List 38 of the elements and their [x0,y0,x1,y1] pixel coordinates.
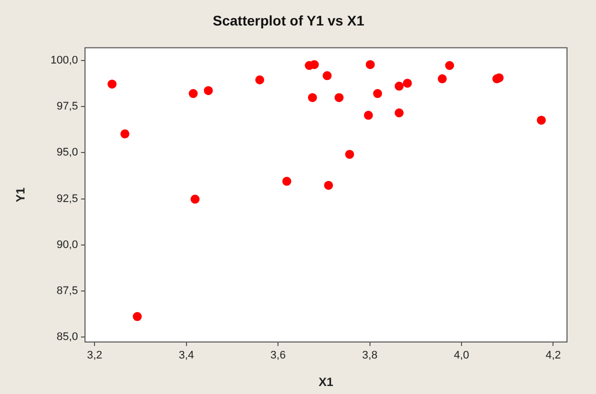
point [364,110,373,120]
point [402,78,412,88]
x-tick-label: 3,4 [178,350,194,362]
point [108,80,117,89]
y-tick-label: 85,0 [56,331,78,344]
point [334,93,344,102]
x-axis-title: X1 [318,375,334,390]
x-tick-label: 3,2 [86,350,102,362]
y-tick-label: 95,0 [56,146,78,159]
point [322,71,332,80]
chart-title: Scatterplot of Y1 vs X1 [212,12,364,28]
point [255,75,264,84]
y-tick-label: 90,0 [56,238,78,251]
point [345,150,354,159]
point [120,129,130,138]
point [445,60,454,70]
point [394,108,404,118]
point [132,312,142,322]
point [438,74,447,84]
y-tick-label: 100,0 [50,54,78,67]
point [373,89,382,98]
point [190,194,200,204]
y-axis-title: Y1 [14,187,28,202]
point [394,82,404,91]
y-tick-label: 87,5 [56,284,78,297]
x-tick-label: 4,0 [454,350,470,362]
point [204,86,213,96]
point [366,60,375,70]
point [536,116,546,125]
x-tick-label: 3,6 [270,350,286,362]
x-tick-label: 3,8 [362,350,378,362]
point [324,180,334,190]
x-tick-label: 4,2 [546,350,561,362]
point [282,176,292,186]
y-tick-label: 97,5 [56,100,78,113]
point [308,93,317,102]
point [188,89,198,98]
y-tick-label: 92,5 [56,192,78,205]
